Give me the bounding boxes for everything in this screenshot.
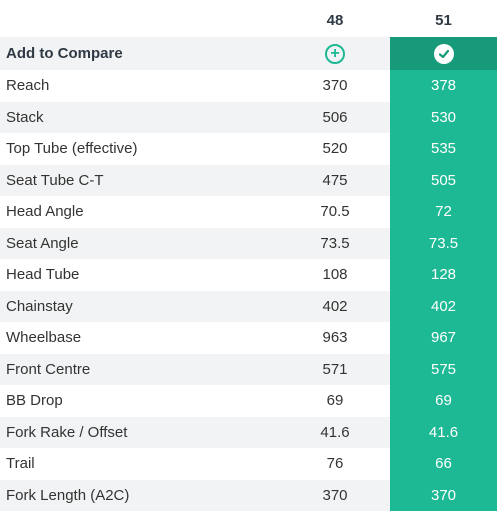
value-size-48: 73.5 [320,234,350,252]
value-size-51: 575 [390,353,497,385]
value-size-48: 506 [322,108,348,126]
table-row: Head Angle 70.5 72 [0,196,497,228]
value-size-51: 41.6 [390,416,497,448]
plus-circle-icon[interactable]: + [325,43,345,64]
table-row: Wheelbase 963 967 [0,322,497,354]
row-label: Seat Angle [6,234,79,252]
value-size-48: 963 [322,329,348,347]
value-size-48: 571 [322,360,348,378]
row-label: Head Tube [6,266,80,284]
value-size-48: 475 [322,171,348,189]
value-size-51: 69 [390,385,497,417]
value-size-51: 128 [390,259,497,291]
table-row: Top Tube (effective) 520 535 [0,133,497,165]
table-row: Trail 76 66 [0,448,497,480]
size-51-header: 51 [435,12,452,29]
value-size-48: 69 [326,392,344,410]
check-circle-icon[interactable] [433,43,454,64]
compare-size-51[interactable] [390,37,497,70]
value-size-51: 66 [390,448,497,480]
table-row: Front Centre 571 575 [0,353,497,385]
table-row: Seat Angle 73.5 73.5 [0,227,497,259]
row-label: Reach [6,77,50,95]
value-size-48: 108 [322,266,348,284]
value-size-51: 72 [390,196,497,228]
table-row: BB Drop 69 69 [0,385,497,417]
value-size-51: 370 [390,479,497,511]
table-row: Head Tube 108 128 [0,259,497,291]
size-header-row: 48 51 [0,0,497,37]
value-size-48: 370 [322,486,348,504]
compare-label: Add to Compare [6,45,123,62]
row-label: Stack [6,108,44,126]
table-row: Reach 370 378 [0,70,497,102]
table-row: Fork Rake / Offset 41.6 41.6 [0,416,497,448]
value-size-51: 73.5 [390,227,497,259]
row-label: Fork Rake / Offset [6,423,128,441]
table-row: Fork Length (A2C) 370 370 [0,479,497,511]
value-size-48: 402 [322,297,348,315]
value-size-48: 70.5 [320,203,350,221]
row-label: Top Tube (effective) [6,140,138,158]
table-row: Seat Tube C-T 475 505 [0,164,497,196]
value-size-51: 378 [390,70,497,102]
table-row: Chainstay 402 402 [0,290,497,322]
value-size-48: 41.6 [320,423,350,441]
row-label: Chainstay [6,297,73,315]
value-size-51: 967 [390,322,497,354]
value-size-48: 76 [326,455,344,473]
geometry-rows: Reach 370 378 Stack 506 530 Top Tube (effectiv… [0,70,497,511]
value-size-48: 370 [322,77,348,95]
row-label: Front Centre [6,360,91,378]
compare-size-48[interactable]: + [280,43,390,64]
row-label: Wheelbase [6,329,82,347]
row-label: Fork Length (A2C) [6,486,130,504]
value-size-51: 530 [390,101,497,133]
value-size-51: 535 [390,133,497,165]
value-size-51: 505 [390,164,497,196]
value-size-51: 402 [390,290,497,322]
value-size-48: 520 [322,140,348,158]
row-label: Trail [6,455,35,473]
row-label: BB Drop [6,392,63,410]
size-48-header: 48 [326,12,344,29]
row-label: Head Angle [6,203,84,221]
row-label: Seat Tube C-T [6,171,104,189]
compare-row: Add to Compare + [0,37,497,70]
table-row: Stack 506 530 [0,101,497,133]
